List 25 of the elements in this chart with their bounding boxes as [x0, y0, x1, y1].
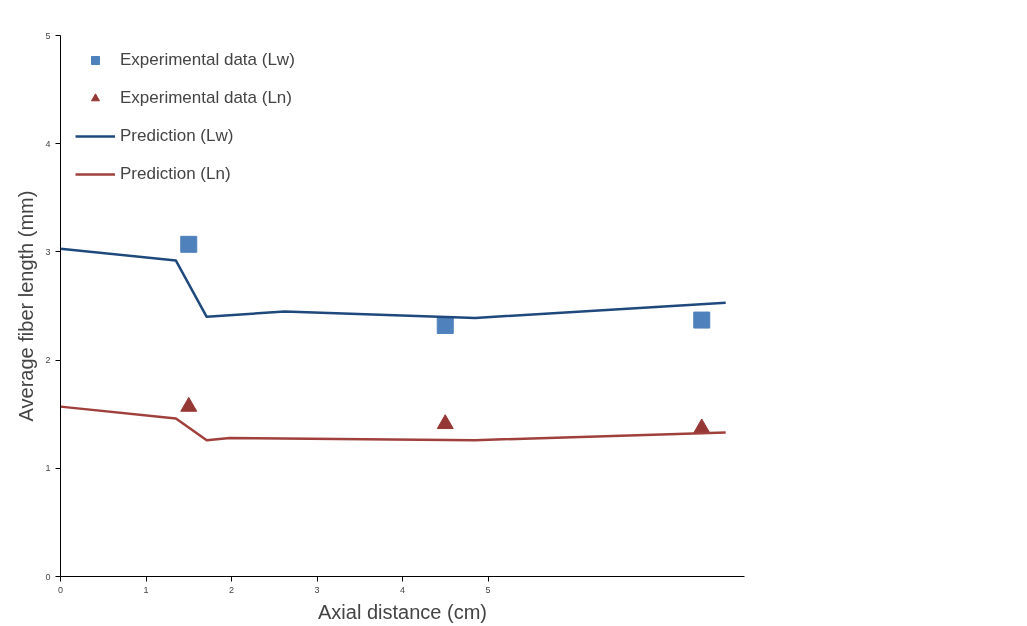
legend-label: Prediction (Ln)	[120, 164, 231, 184]
y-tick-label: 0	[45, 571, 51, 582]
x-tick-label: 2	[229, 584, 235, 595]
legend-label: Experimental data (Ln)	[120, 88, 292, 108]
x-tick-label: 4	[400, 584, 406, 595]
line-series	[60, 405, 727, 442]
y-tick-label: 2	[45, 355, 51, 366]
legend-label: Experimental data (Lw)	[120, 50, 295, 70]
line-series	[60, 247, 727, 320]
x-tick-label: 5	[485, 584, 491, 595]
y-tick-label: 5	[45, 30, 51, 41]
x-tick-label: 3	[314, 584, 320, 595]
x-axis-title: Axial distance (cm)	[318, 600, 487, 623]
point	[436, 414, 454, 430]
point	[180, 396, 198, 412]
point	[436, 316, 454, 334]
point	[693, 311, 711, 329]
y-tick-label: 1	[45, 463, 51, 474]
y-axis-title: Average fiber length (mm)	[15, 190, 38, 422]
x-tick-label: 1	[143, 584, 149, 595]
y-tick-label: 4	[45, 138, 51, 149]
y-tick-label: 3	[45, 246, 51, 257]
x-tick-label: 0	[58, 584, 64, 595]
legend-label: Prediction (Lw)	[120, 126, 234, 146]
point	[180, 235, 198, 253]
